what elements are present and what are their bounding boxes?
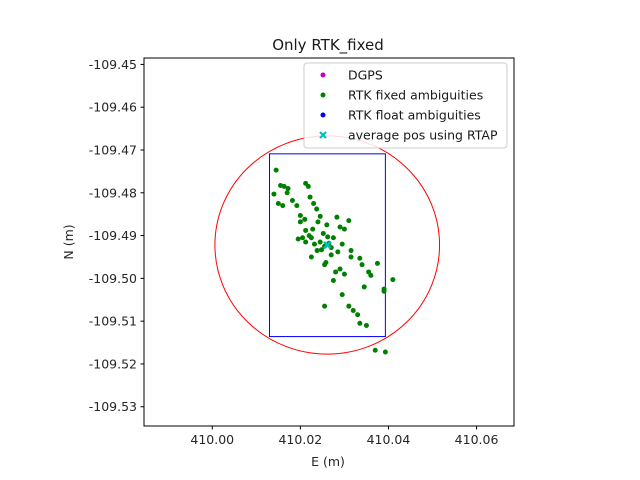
- data-point: [323, 260, 329, 266]
- data-point: [355, 312, 361, 318]
- data-point: [302, 216, 308, 222]
- x-tick-label: 410.04: [367, 432, 411, 447]
- x-tick-label: 410.00: [190, 432, 234, 447]
- data-point: [348, 248, 354, 254]
- data-point: [303, 239, 309, 245]
- data-point: [305, 183, 311, 189]
- data-point: [381, 286, 387, 292]
- y-tick-label: -109.45: [89, 57, 137, 72]
- data-point: [300, 235, 306, 241]
- chart-title: Only RTK_fixed: [272, 36, 384, 55]
- data-point: [324, 222, 330, 228]
- data-point: [308, 235, 314, 241]
- data-point: [348, 254, 354, 260]
- y-axis-ticks: -109.45 -109.46 -109.47 -109.48 -109.49 -109.…: [89, 57, 144, 414]
- data-point: [297, 219, 303, 225]
- legend: DGPS RTK fixed ambiguities RTK float ambig…: [303, 62, 508, 149]
- data-point: [317, 239, 323, 245]
- data-point: [303, 227, 309, 233]
- x-tick-label: 410.06: [455, 432, 499, 447]
- data-point: [333, 269, 339, 275]
- bounding-rectangle: [269, 153, 386, 338]
- data-point: [361, 284, 367, 290]
- legend-marker: [320, 112, 326, 118]
- data-point: [330, 235, 336, 241]
- legend-entry-label: DGPS: [348, 68, 383, 83]
- data-point: [311, 241, 317, 247]
- data-point: [341, 271, 347, 277]
- data-point: [322, 303, 328, 309]
- data-point: [337, 266, 343, 272]
- data-point: [280, 203, 286, 209]
- data-point: [359, 262, 365, 268]
- data-point: [320, 230, 326, 236]
- y-tick-label: -109.50: [89, 271, 137, 286]
- data-point: [346, 303, 352, 309]
- average-pos-marker: [323, 240, 332, 250]
- data-point: [337, 224, 343, 230]
- x-tick-label: 410.02: [278, 432, 322, 447]
- data-point: [372, 347, 378, 353]
- data-point: [308, 254, 314, 260]
- axes-frame: [143, 57, 515, 427]
- data-point: [334, 214, 340, 220]
- y-tick-label: -109.49: [89, 228, 137, 243]
- data-point: [325, 234, 331, 240]
- data-point: [357, 320, 363, 326]
- data-point: [330, 278, 336, 284]
- data-point: [335, 249, 341, 255]
- y-axis-label: N (m): [61, 224, 76, 259]
- x-axis-label: E (m): [311, 454, 345, 469]
- data-point: [368, 272, 374, 278]
- legend-marker: [320, 92, 326, 98]
- data-point: [314, 206, 320, 212]
- legend-marker: [319, 131, 327, 139]
- y-tick-label: -109.53: [89, 399, 137, 414]
- data-point: [357, 255, 363, 261]
- legend-marker: [320, 72, 326, 78]
- data-point: [295, 236, 301, 242]
- data-point: [311, 200, 317, 206]
- data-point: [363, 322, 369, 328]
- data-point: [289, 197, 295, 203]
- data-point: [319, 247, 325, 253]
- data-point: [390, 277, 396, 283]
- data-point: [341, 226, 347, 232]
- data-point: [284, 190, 290, 196]
- data-point: [285, 186, 291, 192]
- y-tick-label: -109.52: [89, 356, 137, 371]
- data-point: [315, 219, 321, 225]
- data-point: [314, 248, 320, 254]
- data-point: [339, 292, 345, 298]
- y-tick-label: -109.47: [89, 143, 137, 158]
- data-point: [281, 183, 287, 189]
- data-point: [382, 349, 388, 355]
- legend-box: [303, 62, 508, 149]
- legend-entry-label: RTK float ambiguities: [348, 108, 481, 123]
- data-point: [271, 191, 277, 197]
- y-tick-label: -109.48: [89, 185, 137, 200]
- data-point: [350, 307, 356, 313]
- data-point: [339, 241, 345, 247]
- data-point: [310, 226, 316, 232]
- data-point: [317, 213, 323, 219]
- data-point: [374, 260, 380, 266]
- data-point: [328, 252, 334, 258]
- data-point: [294, 203, 300, 209]
- legend-entry-label: average pos using RTAP: [348, 128, 498, 143]
- data-point: [275, 200, 281, 206]
- data-point: [346, 218, 352, 224]
- data-point: [273, 167, 279, 173]
- y-tick-label: -109.46: [89, 100, 137, 115]
- data-point: [307, 194, 313, 200]
- x-axis-ticks: 410.00 410.02 410.04 410.06: [190, 426, 498, 447]
- y-tick-label: -109.51: [89, 314, 137, 329]
- data-point: [297, 212, 303, 218]
- legend-entry-label: RTK fixed ambiguities: [348, 88, 483, 103]
- plot-area: [214, 135, 441, 355]
